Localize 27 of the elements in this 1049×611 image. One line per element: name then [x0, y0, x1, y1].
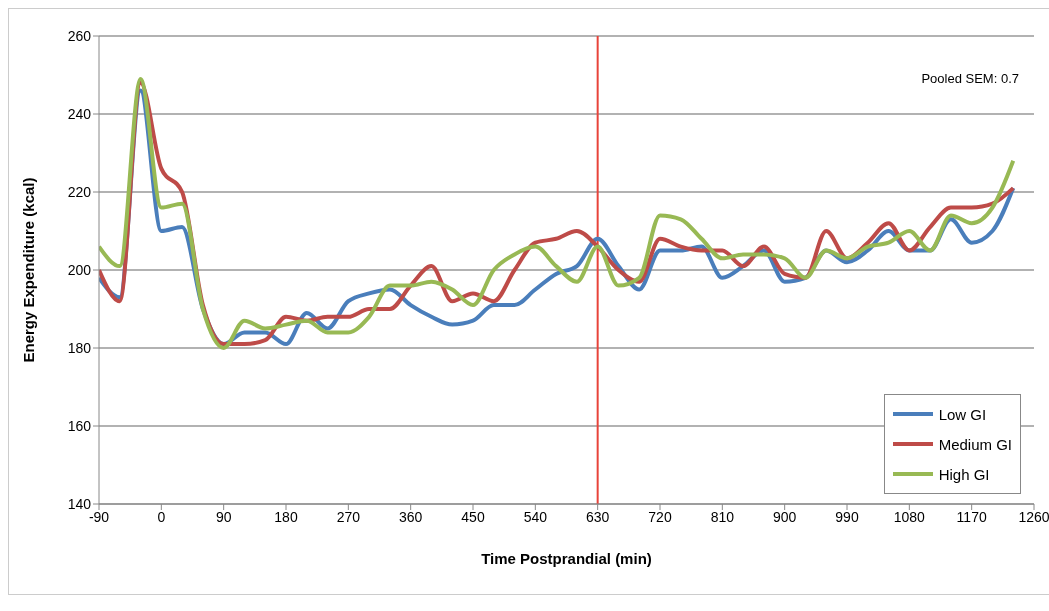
x-tick-label: 450: [461, 508, 485, 525]
x-tick-label: 180: [274, 508, 298, 525]
x-tick-label: 0: [157, 508, 166, 525]
y-tick-label: 160: [67, 417, 92, 434]
x-tick-label: 720: [648, 508, 672, 525]
x-tick-label: 1260: [1018, 508, 1049, 525]
legend-label: Medium GI: [938, 435, 1012, 453]
x-tick-label: 630: [585, 508, 610, 525]
y-tick-label: 260: [67, 27, 92, 44]
x-tick-label: 270: [336, 508, 361, 525]
x-tick-label: 360: [398, 508, 423, 525]
x-tick-label: 90: [215, 508, 232, 525]
y-tick-label: 180: [67, 339, 92, 356]
y-tick-label: 240: [67, 105, 92, 122]
legend-label: High GI: [938, 465, 990, 483]
annotation: Pooled SEM: 0.7: [921, 71, 1019, 86]
x-tick-label: 900: [772, 508, 797, 525]
x-axis-title: Time Postprandial (min): [481, 550, 652, 567]
x-tick-label: 990: [835, 508, 859, 525]
x-tick-label: 540: [523, 508, 548, 525]
y-axis-title: Energy Expenditure (kcal): [20, 177, 38, 363]
x-tick-label: 1170: [956, 508, 987, 525]
x-tick-label: 810: [710, 508, 735, 525]
y-tick-label: 200: [67, 261, 92, 278]
legend-label: Low GI: [938, 405, 987, 423]
x-tick-label: 1080: [893, 508, 926, 525]
y-tick-label: 220: [67, 183, 92, 200]
